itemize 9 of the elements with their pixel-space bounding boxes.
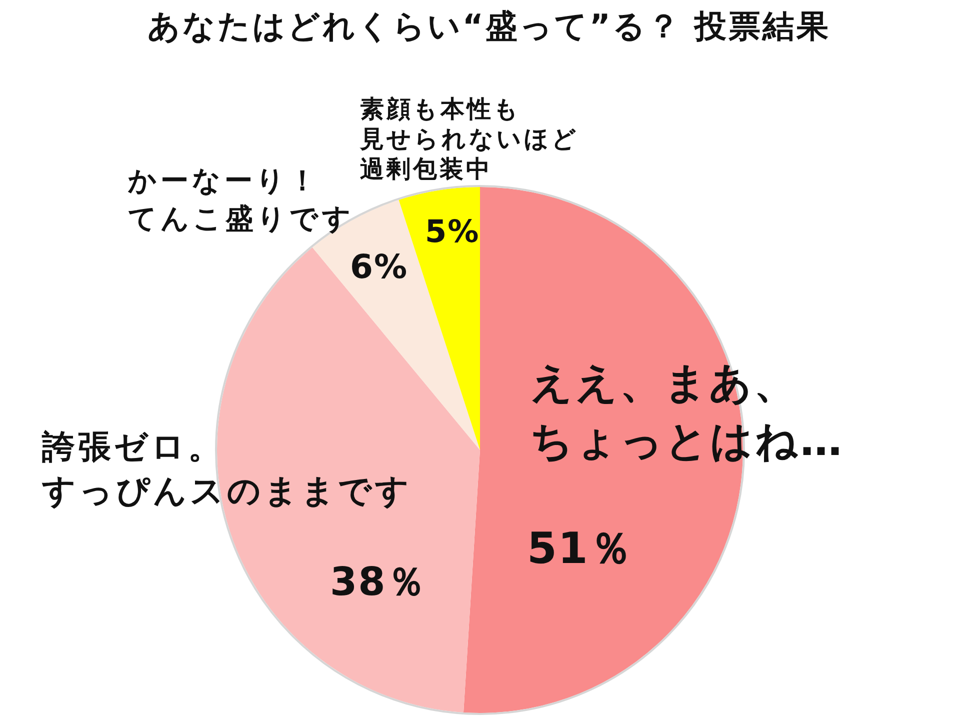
data-label: 5% [425,214,480,250]
slice-label: 素顔も本性も見せられないほど過剰包装中 [359,95,579,183]
data-label: 38％ [330,560,426,605]
data-label: 51％ [527,524,633,574]
slice-label: かーなーり！てんこ盛りです [127,164,354,235]
chart-title: あなたはどれくらい“盛って”る？ 投票結果 [147,7,831,45]
slice-label: ええ、まあ、ちょっとはね… [530,358,844,465]
data-label: 6% [350,247,408,286]
slice-label: 誇張ゼロ。すっぴんスのままです [41,427,412,510]
